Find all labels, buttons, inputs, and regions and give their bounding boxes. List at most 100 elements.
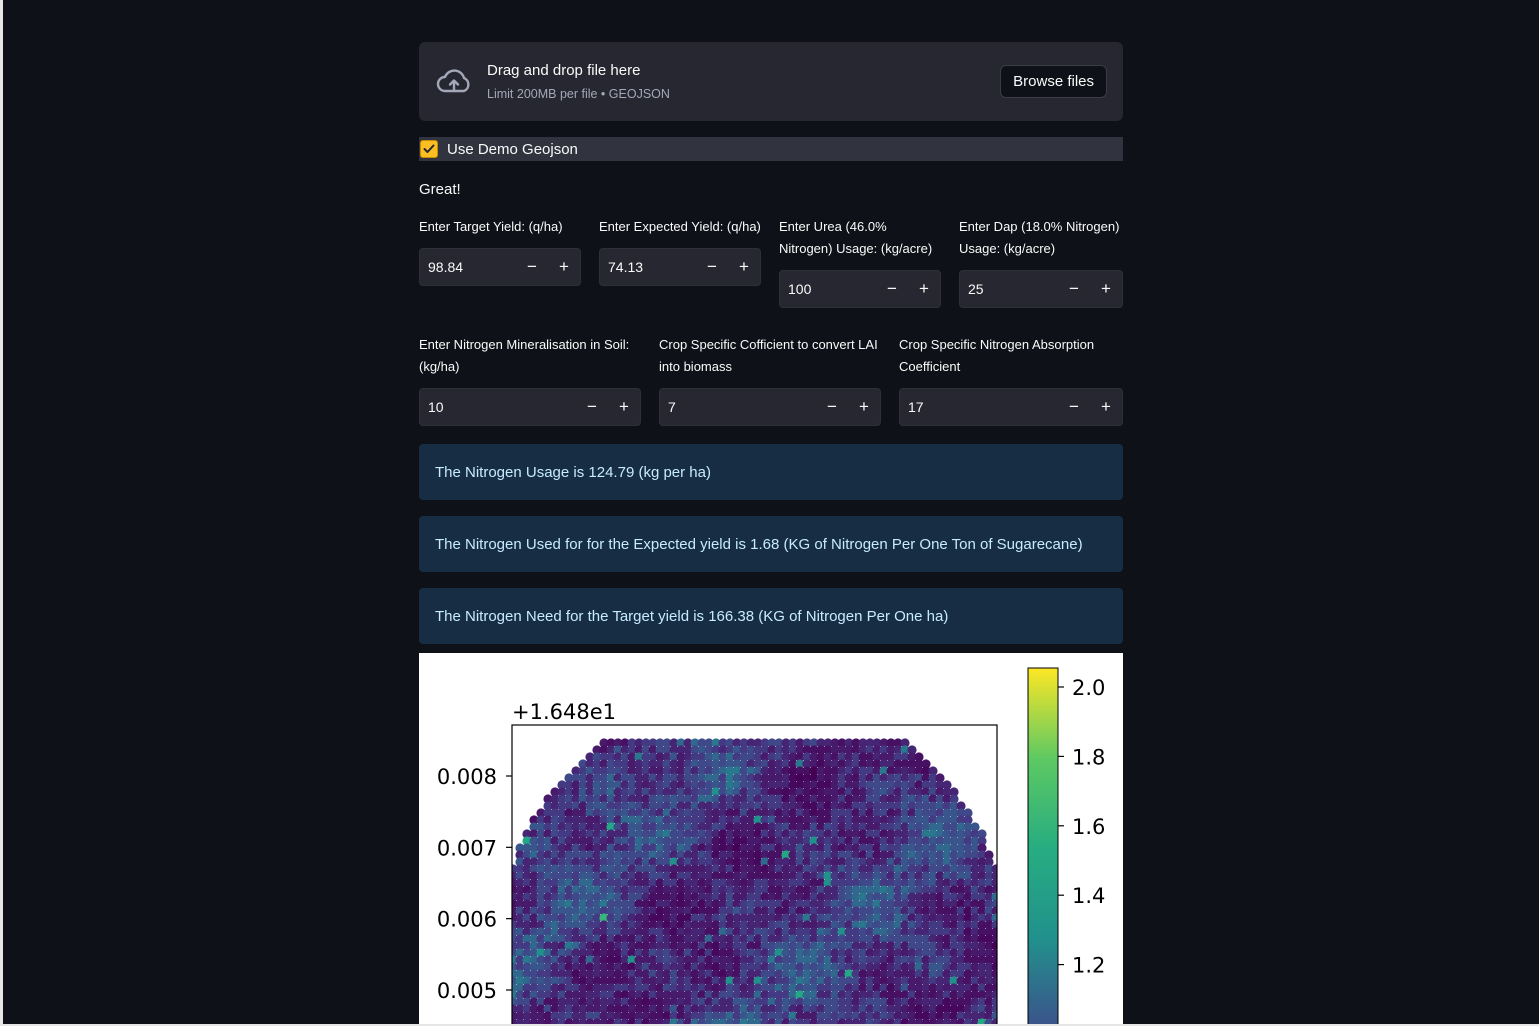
uploader-texts: Drag and drop file here Limit 200MB per … [487, 62, 1000, 101]
heatmap-cell [648, 969, 658, 979]
heatmap-cell [886, 815, 896, 825]
heatmap-cell [725, 948, 735, 958]
heatmap-cell [991, 997, 997, 1007]
heatmap-cell [774, 864, 784, 874]
heatmap-cell [767, 815, 777, 825]
nitrogen-mineralisation-input[interactable]: 10 [428, 399, 444, 415]
heatmap-cell [837, 913, 847, 923]
target-yield-input[interactable]: 98.84 [428, 259, 464, 275]
heatmap-cell [851, 913, 861, 923]
dap-usage-increment-button[interactable]: + [1101, 279, 1111, 298]
heatmap-cell [872, 857, 882, 867]
nitrogen-absorption-decrement-button[interactable]: − [1069, 397, 1079, 416]
lai-coefficient-stepper[interactable]: 7 − + [659, 388, 881, 426]
heatmap-cell [564, 1004, 574, 1014]
heatmap-cell [893, 766, 903, 776]
lai-coefficient-input[interactable]: 7 [668, 399, 676, 415]
nitrogen-absorption-stepper[interactable]: 17 − + [899, 388, 1123, 426]
heatmap-cell [998, 976, 1007, 985]
heatmap-cell [648, 773, 658, 783]
dap-usage-decrement-button[interactable]: − [1069, 279, 1079, 298]
nitrogen-absorption-increment-button[interactable]: + [1101, 397, 1111, 416]
heatmap-cell [767, 920, 777, 930]
heatmap-cell [760, 983, 770, 993]
heatmap-cell [823, 913, 833, 923]
use-demo-geojson-checkbox-row[interactable]: Use Demo Geojson [419, 137, 1123, 161]
heatmap-cell [816, 976, 826, 986]
heatmap-cell [627, 1011, 637, 1021]
heatmap-cell [837, 955, 847, 965]
heatmap-cell [606, 822, 616, 832]
lai-coefficient-decrement-button[interactable]: − [827, 397, 837, 416]
heatmap-cell [788, 808, 798, 818]
heatmap-cell [655, 1004, 665, 1014]
heatmap-cell [886, 927, 896, 937]
heatmap-cell [816, 1018, 826, 1024]
heatmap-cell [823, 934, 833, 944]
heatmap-cell [739, 752, 749, 762]
use-demo-geojson-checkbox[interactable] [420, 140, 438, 158]
target-yield-stepper[interactable]: 98.84 − + [419, 248, 581, 286]
expected-yield-stepper[interactable]: 74.13 − + [599, 248, 761, 286]
urea-usage-stepper[interactable]: 100 − + [779, 270, 941, 308]
heatmap-cell [802, 941, 812, 951]
dap-usage-input[interactable]: 25 [968, 281, 984, 297]
heatmap-cell [550, 878, 560, 888]
heatmap-cell [683, 948, 693, 958]
heatmap-cell [662, 801, 672, 811]
heatmap-cell [550, 829, 560, 839]
heatmap-cell [578, 885, 588, 895]
urea-usage-input[interactable]: 100 [788, 281, 812, 297]
heatmap-cell [802, 976, 812, 986]
window-bottom-edge [0, 1024, 1539, 1026]
heatmap-cell [620, 745, 630, 755]
heatmap-cell [515, 1004, 525, 1014]
heatmap-cell [662, 766, 672, 776]
heatmap-cell [760, 871, 770, 881]
heatmap-cell [571, 801, 581, 811]
heatmap-cell [984, 871, 994, 881]
dap-usage-stepper[interactable]: 25 − + [959, 270, 1123, 308]
urea-usage-decrement-button[interactable]: − [887, 279, 897, 298]
heatmap-cell [914, 815, 924, 825]
heatmap-cell [690, 920, 700, 930]
target-yield-decrement-button[interactable]: − [527, 257, 537, 276]
heatmap-cell [648, 822, 658, 832]
heatmap-cell [844, 829, 854, 839]
heatmap-cell [627, 1004, 637, 1014]
heatmap-cell [844, 787, 854, 797]
nitrogen-absorption-input[interactable]: 17 [908, 399, 924, 415]
heatmap-cell [837, 885, 847, 895]
heatmap-cell [662, 927, 672, 937]
heatmap-cell [522, 983, 532, 993]
heatmap-cell [536, 857, 546, 867]
target-yield-increment-button[interactable]: + [559, 257, 569, 276]
nitrogen-mineralisation-increment-button[interactable]: + [619, 397, 629, 416]
lai-coefficient-increment-button[interactable]: + [859, 397, 869, 416]
file-uploader-dropzone[interactable]: Drag and drop file here Limit 200MB per … [419, 42, 1123, 121]
heatmap-cell [774, 976, 784, 986]
heatmap-cell [550, 857, 560, 867]
heatmap-cell [613, 815, 623, 825]
expected-yield-input[interactable]: 74.13 [608, 259, 644, 275]
heatmap-cell [886, 836, 896, 846]
heatmap-cell [592, 983, 602, 993]
browse-files-button[interactable]: Browse files [1000, 65, 1107, 98]
heatmap-cell [606, 780, 616, 790]
heatmap-cell [669, 815, 679, 825]
heatmap-cell [746, 808, 756, 818]
heatmap-cell [718, 906, 728, 916]
nitrogen-mineralisation-stepper[interactable]: 10 − + [419, 388, 641, 426]
heatmap-cell [977, 885, 987, 895]
heatmap-cell [739, 801, 749, 811]
heatmap-cell [704, 815, 714, 825]
heatmap-cell [676, 752, 686, 762]
heatmap-cell [704, 913, 714, 923]
heatmap-cell [991, 976, 997, 986]
expected-yield-increment-button[interactable]: + [739, 257, 749, 276]
nitrogen-mineralisation-decrement-button[interactable]: − [587, 397, 597, 416]
expected-yield-decrement-button[interactable]: − [707, 257, 717, 276]
heatmap-cell [690, 843, 700, 853]
heatmap-cell [669, 934, 679, 944]
urea-usage-increment-button[interactable]: + [919, 279, 929, 298]
